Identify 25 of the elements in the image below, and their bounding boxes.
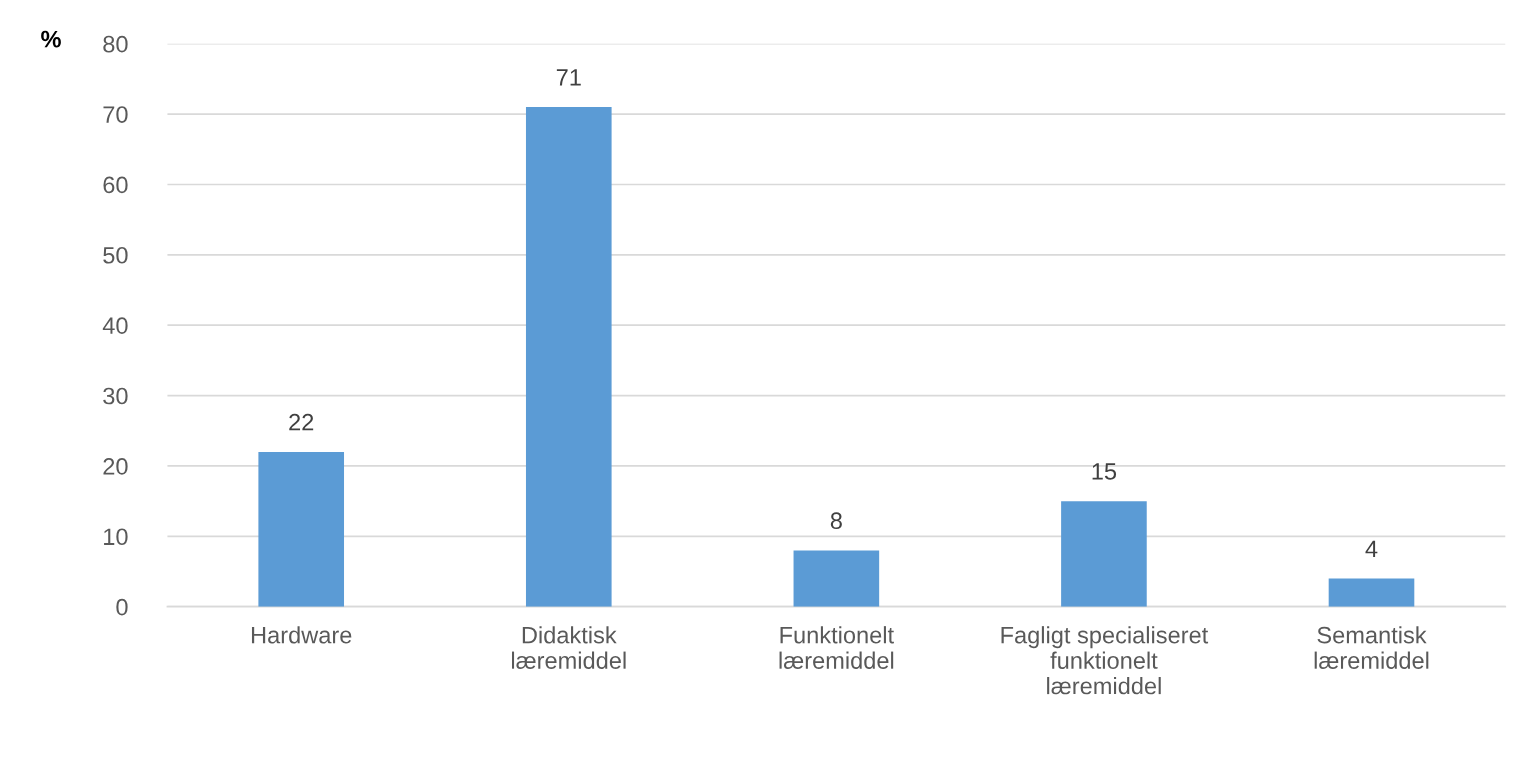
- bar: [525, 107, 612, 607]
- y-tick-label: 30: [103, 387, 128, 405]
- data-label: 4: [1365, 540, 1378, 557]
- bar: [793, 550, 880, 607]
- data-label: 15: [1092, 463, 1117, 480]
- y-tick-label: 50: [103, 246, 128, 264]
- bar: [1328, 578, 1415, 607]
- data-label: 71: [556, 69, 581, 86]
- x-tick-label: Fagligt specialiseret funktionelt læremiddel: [1001, 626, 1209, 695]
- x-tick-label: Funktionelt læremiddel: [779, 626, 894, 669]
- y-tick-label: 10: [104, 528, 128, 546]
- y-tick-label: 70: [103, 106, 128, 123]
- y-axis-title: %: [41, 30, 61, 48]
- y-tick-label: 20: [103, 458, 128, 475]
- x-tick-label: Hardware: [251, 626, 352, 644]
- y-tick-label: 0: [116, 598, 128, 616]
- bar: [258, 451, 345, 607]
- bar: [1061, 501, 1147, 607]
- y-tick-label: 40: [102, 317, 128, 334]
- data-label: 22: [289, 413, 314, 431]
- data-label: 8: [830, 512, 842, 530]
- x-tick-label: Didaktisk læremiddel: [511, 626, 626, 669]
- y-tick-label: 60: [103, 176, 128, 194]
- y-tick-label: 80: [103, 35, 128, 53]
- x-tick-label: Semantisk læremiddel: [1314, 626, 1429, 669]
